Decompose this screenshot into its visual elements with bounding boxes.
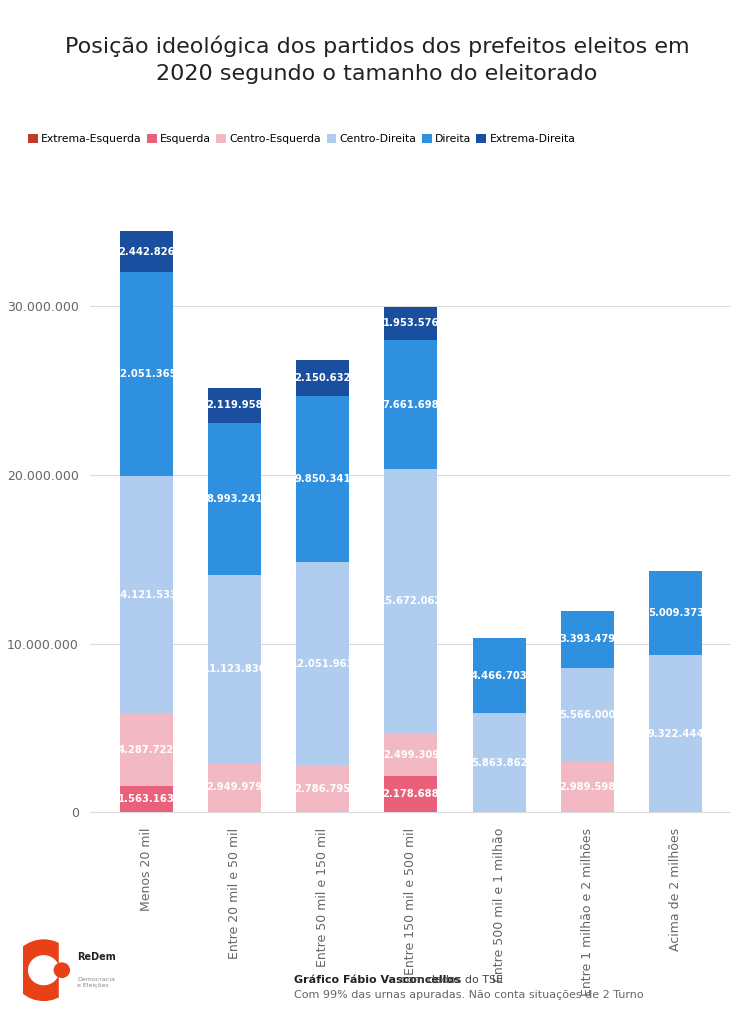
Bar <box>120 231 173 272</box>
Text: 5.566.000: 5.566.000 <box>559 710 616 720</box>
Bar <box>208 424 261 575</box>
Text: 2.442.826: 2.442.826 <box>118 246 174 256</box>
Text: 3.393.479: 3.393.479 <box>559 634 615 644</box>
Text: 7.661.698: 7.661.698 <box>382 399 440 409</box>
Bar <box>120 714 173 786</box>
Legend: Extrema-Esquerda, Esquerda, Centro-Esquerda, Centro-Direita, Direita, Extrema-Di: Extrema-Esquerda, Esquerda, Centro-Esque… <box>28 133 575 144</box>
Text: 4.287.722: 4.287.722 <box>118 745 174 755</box>
Text: 2.178.688: 2.178.688 <box>382 789 440 799</box>
Bar <box>296 765 349 813</box>
Bar <box>385 340 437 469</box>
Text: 2.119.958: 2.119.958 <box>206 400 262 410</box>
Text: 2.989.598: 2.989.598 <box>559 782 615 792</box>
Text: 2.949.979: 2.949.979 <box>207 783 262 792</box>
Text: 15.672.062: 15.672.062 <box>379 596 443 606</box>
Text: Posição ideológica dos partidos dos prefeitos eleitos em
2020 segundo o tamanho : Posição ideológica dos partidos dos pref… <box>65 36 689 84</box>
Text: com dados do TSE: com dados do TSE <box>397 975 503 985</box>
Text: 9.322.444: 9.322.444 <box>648 728 704 739</box>
Bar <box>561 668 614 762</box>
Text: 5.009.373: 5.009.373 <box>648 607 703 618</box>
Text: 2.150.632: 2.150.632 <box>295 372 351 383</box>
Bar <box>385 734 437 776</box>
Text: 2.786.795: 2.786.795 <box>295 784 351 794</box>
Bar <box>120 475 173 714</box>
Bar <box>208 575 261 762</box>
Bar <box>59 940 98 1000</box>
Circle shape <box>29 956 59 985</box>
Bar <box>649 656 702 813</box>
Text: 1.953.576: 1.953.576 <box>383 318 439 328</box>
Bar <box>208 762 261 813</box>
Bar <box>385 469 437 734</box>
Text: 5.863.862: 5.863.862 <box>471 758 528 767</box>
Text: 11.123.830: 11.123.830 <box>203 664 266 674</box>
Text: 12.051.963: 12.051.963 <box>291 659 354 669</box>
Text: ReDem: ReDem <box>77 952 115 962</box>
Bar <box>208 388 261 424</box>
Bar <box>296 360 349 396</box>
Text: 12.051.365: 12.051.365 <box>115 369 178 379</box>
Bar <box>473 713 526 813</box>
Bar <box>561 762 614 813</box>
Bar <box>296 396 349 562</box>
Text: Democracia
e Eleições: Democracia e Eleições <box>77 977 115 988</box>
Text: 14.121.533: 14.121.533 <box>114 590 178 599</box>
Text: Gráfico Fábio Vasconcellos: Gráfico Fábio Vasconcellos <box>294 975 461 985</box>
Bar <box>120 272 173 475</box>
Text: 8.993.241: 8.993.241 <box>206 495 262 504</box>
Bar <box>473 638 526 713</box>
Bar <box>385 776 437 813</box>
Bar <box>561 610 614 668</box>
Text: 9.850.341: 9.850.341 <box>294 474 351 484</box>
Bar <box>296 562 349 765</box>
Bar <box>649 570 702 656</box>
Circle shape <box>54 963 69 978</box>
Text: 4.466.703: 4.466.703 <box>471 671 528 681</box>
Circle shape <box>12 940 75 1000</box>
Text: Com 99% das urnas apuradas. Não conta situações de 2 Turno: Com 99% das urnas apuradas. Não conta si… <box>294 990 644 1000</box>
Text: 1.563.163: 1.563.163 <box>118 794 174 804</box>
Bar <box>385 307 437 340</box>
Bar <box>120 786 173 813</box>
Text: 2.499.309: 2.499.309 <box>383 750 439 759</box>
